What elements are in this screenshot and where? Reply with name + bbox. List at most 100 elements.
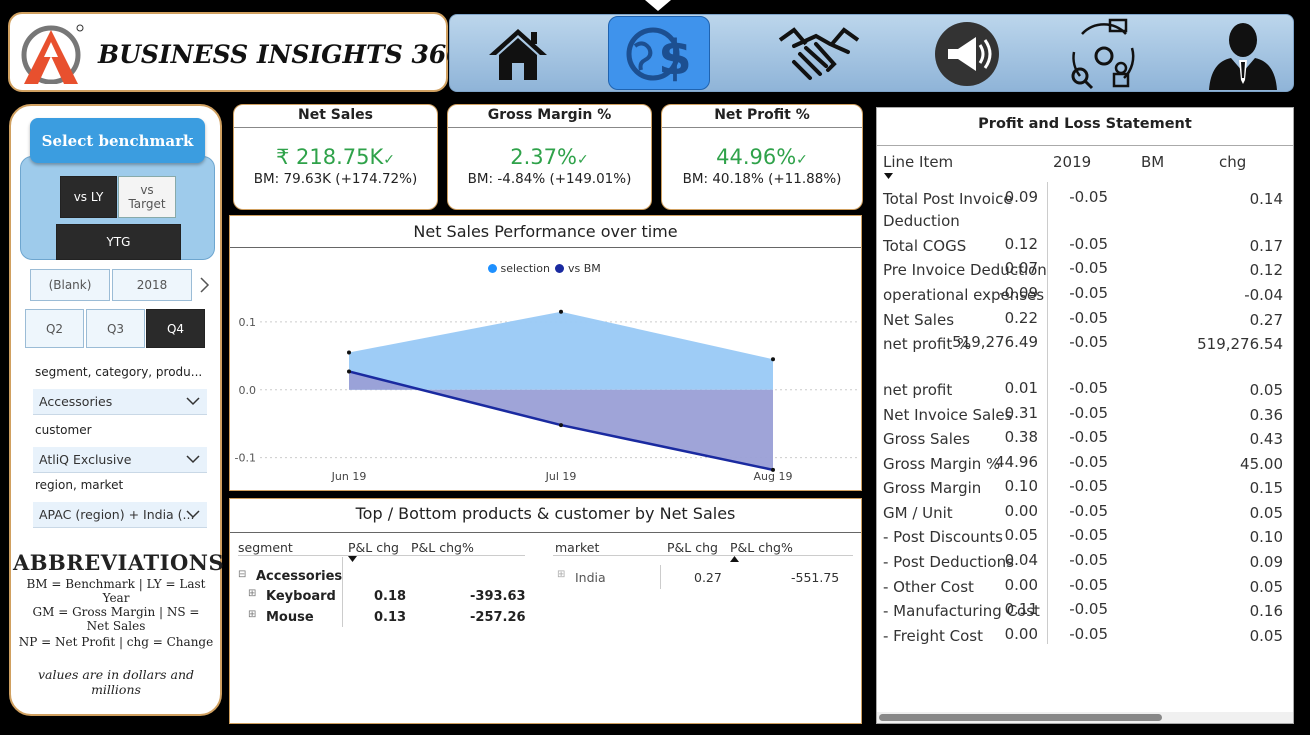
pl-row-2019: 0.00 (1004, 625, 1038, 643)
nav-finance-button[interactable]: $ (608, 16, 710, 90)
sort-desc-icon (348, 556, 357, 562)
pl-row-bm: -0.05 (1069, 625, 1108, 643)
pl-row-chg: 0.05 (1249, 627, 1283, 645)
expand-icon[interactable]: ⊞ (248, 588, 257, 599)
chart-plot-area: 0.1 0.0 -0.1 Jun 19 Jul 19 Aug 19 (235, 309, 860, 483)
pl-statement-panel: Profit and Loss Statement Line Item 2019… (876, 107, 1294, 724)
pl-row-bm: -0.05 (1069, 333, 1108, 351)
product-row-chg: 0.13 (374, 610, 407, 625)
nav-supply-chain-button[interactable] (1053, 17, 1155, 91)
pl-row-2019: 0.22 (1004, 309, 1038, 327)
products-header-chg-pct[interactable]: P&L chg% (411, 540, 474, 555)
product-row-chg: 0.18 (374, 589, 407, 604)
customers-header-chg[interactable]: P&L chg (667, 540, 718, 555)
vs-bm-point (559, 423, 563, 428)
chevron-right-icon[interactable] (199, 276, 211, 294)
pl-row-item: net profit % (883, 335, 972, 353)
pl-row-chg: -0.04 (1244, 286, 1283, 304)
pl-row-chg: 0.05 (1249, 504, 1283, 522)
abbreviations-line-2: GM = Gross Margin | NS = Net Sales (32, 605, 200, 633)
products-header-segment[interactable]: segment (238, 540, 293, 555)
pl-row-2019: 0.38 (1004, 428, 1038, 446)
pl-row-2019: 0.00 (1004, 576, 1038, 594)
quarter-q4-button[interactable]: Q4 (146, 309, 205, 348)
pl-row-bm: -0.05 (1069, 188, 1108, 206)
pl-row-item: Total Post Invoice Deduction (883, 190, 1013, 230)
nav-sales-button[interactable] (768, 17, 870, 91)
pl-row-2019: 0.05 (1004, 526, 1038, 544)
selection-point (347, 350, 351, 355)
customers-header-chg-pct[interactable]: P&L chg% (730, 540, 793, 555)
pl-title: Profit and Loss Statement (877, 108, 1293, 146)
segment-dropdown[interactable]: Accessories (33, 389, 207, 415)
customer-dropdown[interactable]: AtliQ Exclusive (33, 447, 207, 473)
x-tick-label: Jun 19 (331, 470, 367, 483)
pl-header-chg[interactable]: chg (1219, 153, 1247, 171)
region-dropdown[interactable]: APAC (region) + India (... (33, 502, 207, 528)
year-blank-button[interactable]: (Blank) (30, 269, 110, 301)
product-row-pct: -393.63 (470, 589, 526, 604)
benchmark-vs-target-button[interactable]: vs Target (118, 176, 176, 218)
nav-marketing-button[interactable] (916, 17, 1018, 91)
sort-desc-icon (884, 173, 893, 179)
top-navigation: $ (449, 14, 1294, 92)
products-header-chg[interactable]: P&L chg (348, 540, 399, 555)
chart-title: Net Sales Performance over time (230, 216, 861, 248)
abbreviations-line-1: BM = Benchmark | LY = Last Year (26, 577, 206, 605)
kpi-net-sales-card: Net Sales ₹ 218.75K✓ BM: 79.63K (+174.72… (233, 104, 438, 210)
pl-row-item: Pre Invoice Deduction (883, 261, 1047, 279)
atliq-logo-icon (21, 24, 84, 84)
left-col-divider (342, 557, 343, 627)
expand-icon[interactable]: ⊞ (557, 569, 566, 580)
units-note: values are in dollars and millions (37, 667, 194, 697)
pl-row-2019: 0.10 (1004, 477, 1038, 495)
pl-header-bm[interactable]: BM (1141, 153, 1165, 171)
kpi-gross-margin-benchmark: BM: -4.84% (+149.01%) (467, 171, 632, 187)
collapse-icon[interactable]: ⊟ (238, 569, 247, 580)
nav-home-button[interactable] (467, 17, 569, 91)
y-tick-label: -0.1 (235, 452, 256, 465)
pl-header-2019[interactable]: 2019 (1053, 153, 1092, 171)
kpi-net-profit-card: Net Profit % 44.96%✓ BM: 40.18% (+11.88%… (661, 104, 863, 210)
kpi-net-sales-value-row: ₹ 218.75K✓ (234, 145, 437, 169)
customers-header-market[interactable]: market (555, 540, 600, 555)
quarter-q2-button[interactable]: Q2 (25, 309, 84, 348)
y-tick-label: 0.0 (239, 384, 257, 397)
scrollbar-thumb[interactable] (879, 714, 1162, 721)
vs-bm-point (771, 467, 775, 472)
vs-bm-area (349, 371, 773, 470)
pl-row-item: Gross Margin (883, 479, 982, 497)
quarter-q3-button[interactable]: Q3 (86, 309, 145, 348)
svg-text:$: $ (658, 30, 691, 86)
year-2018-button[interactable]: 2018 (112, 269, 192, 301)
pl-row-2019: -0.09 (999, 284, 1038, 302)
pl-row-bm: -0.05 (1069, 404, 1108, 422)
pl-row-2019: 0.04 (1004, 551, 1038, 569)
segment-dropdown-value: Accessories (39, 394, 113, 409)
select-benchmark-header: Select benchmark (30, 118, 205, 163)
pl-row-bm: -0.05 (1069, 453, 1108, 471)
y-tick-label: 0.1 (239, 316, 257, 329)
home-icon (489, 29, 547, 80)
pl-row-chg: 0.15 (1249, 479, 1283, 497)
horizontal-scrollbar[interactable] (877, 712, 1293, 723)
pl-row-bm: -0.05 (1069, 379, 1108, 397)
left-table-divider (238, 555, 525, 556)
abbreviations-legend: ABBREVIATIONS BM = Benchmark | LY = Last… (13, 550, 224, 697)
active-nav-pointer (645, 0, 671, 11)
chevron-down-icon (186, 510, 200, 519)
check-icon: ✓ (383, 152, 396, 168)
legend-vs-bm-dot (555, 264, 565, 273)
segment-filter-label: segment, category, produ... (35, 365, 203, 379)
customer-row-chg: 0.27 (694, 570, 722, 585)
check-icon: ✓ (576, 152, 589, 168)
megaphone-icon (935, 22, 999, 86)
nav-executive-button[interactable] (1192, 17, 1294, 91)
pl-row-2019: 0.12 (1004, 235, 1038, 253)
product-row-name: Mouse (266, 610, 314, 625)
pl-header-line-item[interactable]: Line Item (883, 153, 954, 171)
top-bottom-title: Top / Bottom products & customer by Net … (230, 499, 861, 533)
benchmark-ytg-button[interactable]: YTG (56, 224, 181, 260)
benchmark-vs-ly-button[interactable]: vs LY (60, 176, 117, 218)
expand-icon[interactable]: ⊞ (248, 609, 257, 620)
